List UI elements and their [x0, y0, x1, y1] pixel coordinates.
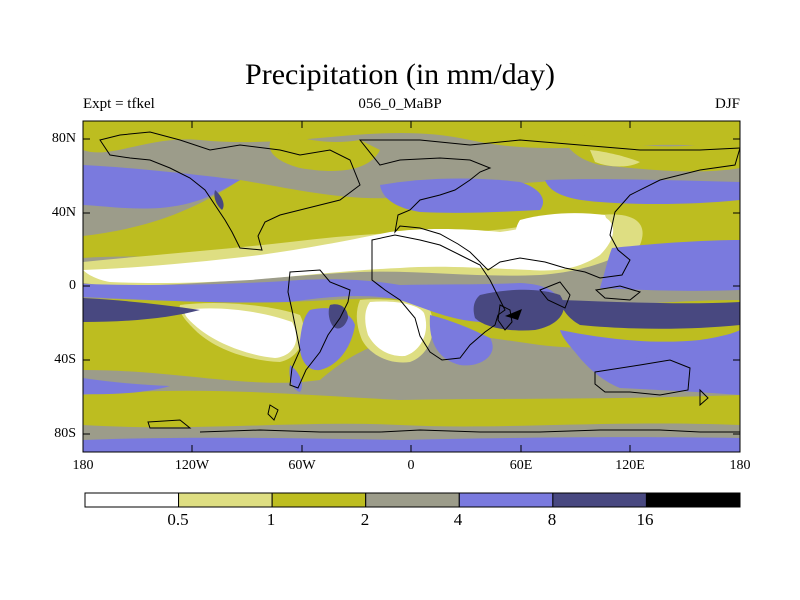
colorbar-label-0-5: 0.5	[167, 510, 189, 529]
colorbar	[84, 492, 741, 508]
season-label: DJF	[714, 96, 740, 112]
lat-label-equator: 0	[69, 278, 76, 293]
lon-label-0: 0	[407, 458, 415, 473]
lat-label-80n: 80N	[51, 131, 76, 146]
lon-label-60e: 60E	[509, 458, 533, 473]
colorbar-swatch	[271, 492, 367, 508]
lon-label-60w: 60W	[288, 458, 316, 473]
colorbar-swatch	[178, 492, 273, 508]
colorbar-swatch	[458, 492, 554, 508]
lon-label-180-east: 180	[729, 458, 751, 473]
lat-label-40s: 40S	[54, 352, 76, 367]
lat-label-80s: 80S	[54, 426, 76, 441]
colorbar-label-2: 2	[360, 510, 370, 529]
axis-ticks	[82, 121, 741, 452]
colorbar-label-4: 4	[453, 510, 463, 529]
lat-label-40n: 40N	[51, 205, 76, 220]
precipitation-field	[83, 121, 740, 452]
colorbar-swatch	[552, 492, 647, 508]
colorbar-swatch	[84, 492, 180, 508]
lon-label-120e: 120E	[615, 458, 645, 473]
experiment-label: Expt = tfkel	[83, 96, 155, 112]
lon-label-180-west: 180	[72, 458, 94, 473]
period-label: 056_0_MaBP	[358, 96, 442, 112]
map-title: Precipitation (in mm/day)	[245, 58, 555, 91]
coastline-outlines	[99, 131, 740, 433]
lon-label-120w: 120W	[174, 458, 210, 473]
colorbar-label-1: 1	[266, 510, 276, 529]
colorbar-swatch	[645, 492, 741, 508]
colorbar-swatch	[365, 492, 460, 508]
colorbar-label-8: 8	[547, 510, 557, 529]
colorbar-label-16: 16	[636, 510, 654, 529]
